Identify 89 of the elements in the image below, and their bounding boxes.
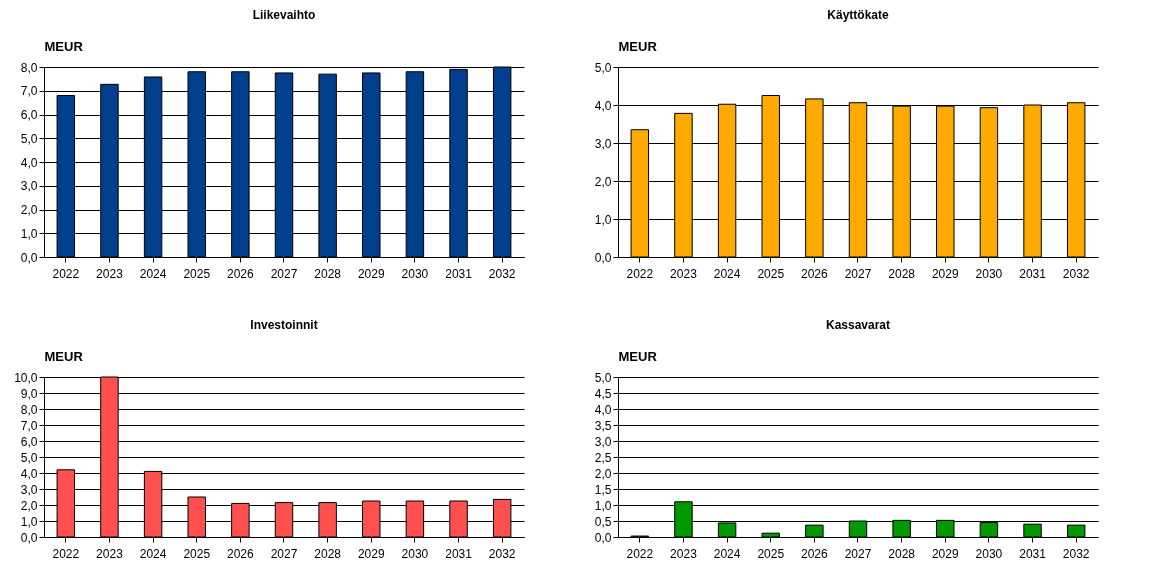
y-tick-label: 8,0 [20, 60, 38, 75]
chart-title: Investoinnit [250, 318, 318, 332]
x-tick-label: 2029 [931, 266, 959, 281]
y-tick-label: 2,0 [20, 498, 38, 513]
y-axis-title: MEUR [44, 348, 84, 364]
x-tick-label: 2032 [1062, 266, 1090, 281]
y-tick-label: 2,0 [20, 203, 38, 217]
y-tick-label: 5,0 [594, 370, 612, 385]
x-tick-label: 2027 [270, 266, 298, 281]
y-tick-label: 5,0 [20, 450, 38, 465]
y-tick-label: 4,0 [594, 402, 612, 417]
x-tick-label: 2024 [139, 546, 167, 561]
y-tick-label: 3,5 [594, 418, 612, 433]
x-tick-label: 2028 [888, 266, 916, 281]
y-tick-label: 0,0 [594, 250, 612, 265]
y-tick-label: 6,0 [20, 108, 38, 122]
y-tick-label: 2,5 [594, 450, 612, 465]
y-tick-label: 1,0 [594, 498, 612, 513]
x-tick-label: 2027 [844, 546, 872, 561]
x-tick-label: 2024 [713, 546, 741, 561]
chart-title: Kassavarat [825, 318, 891, 332]
x-tick-label: 2029 [357, 546, 385, 561]
x-tick-label: 2028 [314, 266, 342, 281]
x-tick-label: 2032 [488, 266, 516, 281]
y-tick-label: 4,0 [20, 466, 38, 481]
y-axis-title: MEUR [618, 348, 658, 364]
x-tick-label: 2023 [96, 546, 124, 561]
y-tick-label: 9,0 [20, 386, 38, 401]
x-tick-label: 2027 [270, 546, 298, 561]
y-axis-title: MEUR [44, 38, 84, 54]
y-tick-label: 3,0 [20, 482, 38, 497]
x-tick-label: 2025 [183, 266, 211, 281]
x-tick-label: 2031 [1019, 546, 1047, 561]
y-tick-label: 1,0 [20, 226, 38, 241]
x-tick-label: 2028 [314, 546, 342, 561]
y-tick-label: 1,0 [20, 514, 38, 529]
x-tick-label: 2022 [52, 266, 80, 281]
y-tick-label: 10,0 [14, 370, 38, 385]
y-tick-label: 4,0 [20, 155, 38, 170]
y-tick-label: 2,0 [594, 174, 612, 189]
y-tick-label: 5,0 [594, 60, 612, 75]
x-tick-label: 2024 [713, 266, 741, 281]
y-tick-label: 3,0 [20, 179, 38, 194]
x-tick-label: 2022 [52, 546, 80, 561]
x-tick-label: 2030 [975, 546, 1003, 561]
y-tick-label: 4,5 [594, 386, 612, 401]
y-tick-label: 0,5 [594, 514, 612, 529]
y-axis-title: MEUR [618, 38, 658, 54]
x-tick-label: 2032 [488, 546, 516, 561]
x-tick-label: 2029 [931, 546, 959, 561]
y-tick-label: 0,0 [594, 530, 612, 545]
x-tick-label: 2022 [626, 546, 654, 561]
y-tick-label: 2,0 [594, 466, 612, 481]
x-tick-label: 2026 [227, 546, 255, 561]
y-tick-label: 0,0 [20, 250, 38, 265]
x-tick-label: 2026 [227, 266, 255, 281]
y-tick-label: 1,5 [594, 482, 612, 497]
y-tick-label: 4,0 [594, 98, 612, 113]
x-tick-label: 2029 [357, 266, 385, 281]
x-tick-label: 2025 [757, 266, 785, 281]
x-tick-label: 2030 [401, 546, 429, 561]
x-tick-label: 2025 [183, 546, 211, 561]
x-tick-label: 2023 [96, 266, 124, 281]
x-tick-label: 2022 [626, 266, 654, 281]
x-tick-label: 2025 [757, 546, 785, 561]
y-tick-label: 0,0 [20, 530, 38, 545]
y-tick-label: 3,0 [594, 434, 612, 449]
chart-title: Liikevaihto [252, 8, 316, 22]
x-tick-label: 2031 [445, 266, 473, 281]
x-tick-label: 2032 [1062, 546, 1090, 561]
x-tick-label: 2023 [670, 546, 698, 561]
y-tick-label: 1,0 [594, 212, 612, 227]
x-tick-label: 2024 [139, 266, 167, 281]
y-tick-label: 7,0 [20, 84, 38, 99]
chart-title: Käyttökate [827, 8, 889, 22]
y-tick-label: 8,0 [20, 402, 38, 417]
x-tick-label: 2026 [801, 266, 829, 281]
x-tick-label: 2030 [975, 266, 1003, 281]
y-tick-label: 7,0 [20, 418, 38, 433]
x-tick-label: 2023 [670, 266, 698, 281]
y-tick-label: 6,0 [20, 434, 38, 449]
x-tick-label: 2026 [801, 546, 829, 561]
x-tick-label: 2030 [401, 266, 429, 281]
x-tick-label: 2027 [844, 266, 872, 281]
x-tick-label: 2028 [888, 546, 916, 561]
y-tick-label: 5,0 [20, 131, 38, 146]
y-tick-label: 3,0 [594, 136, 612, 151]
x-tick-label: 2031 [1019, 266, 1047, 281]
x-tick-label: 2031 [445, 546, 473, 561]
